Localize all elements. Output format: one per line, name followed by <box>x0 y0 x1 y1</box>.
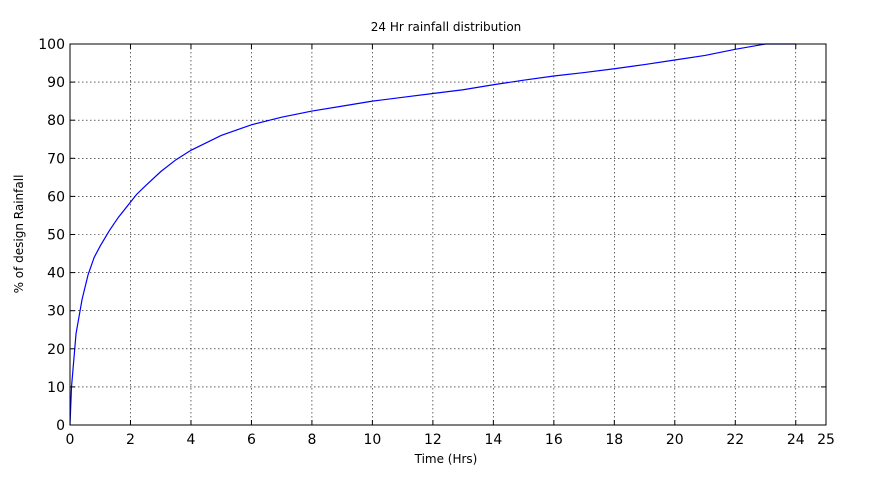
x-tick-label: 10 <box>363 432 381 448</box>
x-tick-label: 2 <box>126 432 135 448</box>
series-layer <box>69 43 796 426</box>
y-tick-label: 50 <box>47 228 65 244</box>
x-axis-label: Time (Hrs) <box>414 452 478 466</box>
grid-lines <box>70 44 826 425</box>
x-tick-label: 18 <box>605 432 623 448</box>
y-tick-label: 80 <box>47 113 65 129</box>
y-axis-label: % of design Rainfall <box>12 175 26 294</box>
y-tick-label: 40 <box>47 266 65 282</box>
chart-title: 24 Hr rainfall distribution <box>371 20 522 34</box>
x-tick-label: 12 <box>424 432 442 448</box>
x-tick-label: 8 <box>307 432 316 448</box>
series-line-0 <box>69 43 796 426</box>
axis-ticks <box>69 43 827 426</box>
x-tick-label: 14 <box>484 432 502 448</box>
y-tick-label: 60 <box>47 189 65 205</box>
x-tick-label: 16 <box>545 432 563 448</box>
x-tick-label: 24 <box>787 432 805 448</box>
y-tick-label: 100 <box>38 37 65 53</box>
y-tick-label: 0 <box>56 418 65 434</box>
y-tick-label: 30 <box>47 304 65 320</box>
y-tick-labels: 0 10 20 30 40 50 60 70 80 90 100 <box>38 37 65 434</box>
y-tick-label: 10 <box>47 380 65 396</box>
y-tick-label: 20 <box>47 342 65 358</box>
y-tick-label: 90 <box>47 75 65 91</box>
y-tick-label: 70 <box>47 151 65 167</box>
x-tick-label: 4 <box>186 432 195 448</box>
x-tick-label: 20 <box>666 432 684 448</box>
x-tick-labels: 0 2 4 6 8 10 12 14 16 18 20 22 24 25 <box>66 432 835 448</box>
x-tick-label: 6 <box>247 432 256 448</box>
x-tick-label: 25 <box>817 432 835 448</box>
x-tick-label: 22 <box>726 432 744 448</box>
x-tick-label: 0 <box>66 432 75 448</box>
